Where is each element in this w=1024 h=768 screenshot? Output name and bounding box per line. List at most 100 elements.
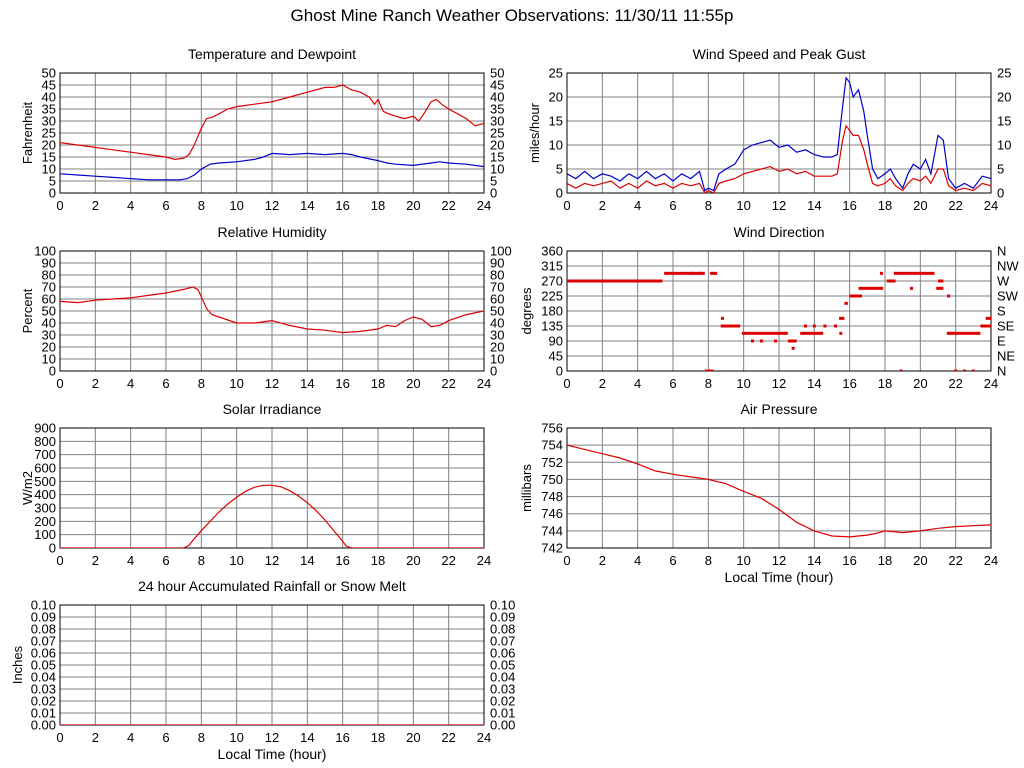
humidity-x-tick-label: 22 <box>441 376 455 391</box>
wind_direction-point <box>690 271 694 275</box>
wind_direction-y-tick-label: 270 <box>541 274 563 289</box>
pressure-x-axis-label: Local Time (hour) <box>725 569 834 585</box>
pressure-title: Air Pressure <box>740 401 817 417</box>
temperature-y-tick-label: 45 <box>42 78 56 93</box>
wind_direction-right-y-tick-label: N <box>997 244 1006 259</box>
pressure-x-tick-label: 0 <box>563 553 570 568</box>
temperature-y-tick-label: 30 <box>42 114 56 129</box>
wind_speed-data <box>567 76 991 193</box>
solar-y-tick-label: 200 <box>34 514 56 529</box>
wind_direction-x-tick-label: 22 <box>948 376 962 391</box>
wind_speed-y-tick-label: 5 <box>556 162 563 177</box>
wind_direction-x-tick-label: 10 <box>736 376 750 391</box>
wind_direction-point <box>910 286 913 290</box>
wind_direction-segment <box>839 316 845 320</box>
wind_direction-y-tick-label: 225 <box>541 289 563 304</box>
humidity-y-tick-label: 80 <box>42 268 56 283</box>
wind_speed-y-axis-label: miles/hour <box>527 102 542 163</box>
wind_direction-point <box>720 316 724 320</box>
solar-x-tick-label: 8 <box>198 553 205 568</box>
rainfall-y-tick-label: 0.02 <box>31 694 56 709</box>
temperature-y-tick-label: 5 <box>49 174 56 189</box>
temperature-y-tick-label: 20 <box>42 138 56 153</box>
pressure-x-tick-label: 2 <box>599 553 606 568</box>
rainfall-y-tick-label: 0.05 <box>31 658 56 673</box>
solar-x-tick-label: 16 <box>335 553 349 568</box>
pressure-frame <box>566 427 992 549</box>
rainfall-title: 24 hour Accumulated Rainfall or Snow Mel… <box>138 578 406 594</box>
temperature-y-tick-label: 35 <box>42 102 56 117</box>
pressure-data <box>567 444 991 538</box>
wind_direction-point <box>834 324 838 328</box>
wind_speed-x-tick-label: 10 <box>736 198 750 213</box>
pressure-y-tick-label: 750 <box>541 472 563 487</box>
temperature-x-tick-label: 12 <box>265 198 279 213</box>
page-title: Ghost Mine Ranch Weather Observations: 1… <box>290 6 734 25</box>
rainfall-right-y-tick-label: 0.06 <box>490 646 515 661</box>
humidity-y-tick-label: 70 <box>42 280 56 295</box>
humidity-y-tick-label: 0 <box>49 364 56 379</box>
humidity-x-tick-label: 10 <box>229 376 243 391</box>
solar-x-tick-label: 24 <box>477 553 491 568</box>
humidity-x-tick-label: 2 <box>92 376 99 391</box>
temperature-right-y-tick-label: 20 <box>490 138 504 153</box>
pressure-x-tick-label: 6 <box>669 553 676 568</box>
temperature-y-axis-label: Fahrenheit <box>20 102 35 165</box>
wind_direction-segment <box>938 279 944 283</box>
pressure-x-tick-label: 12 <box>772 553 786 568</box>
pressure-x-tick-label: 8 <box>705 553 712 568</box>
wind_direction-segment <box>980 324 991 328</box>
wind_direction-segment <box>858 286 868 290</box>
pressure-x-tick-label: 24 <box>984 553 998 568</box>
wind_direction-right-y-tick-label: S <box>997 304 1006 319</box>
rainfall-x-tick-label: 10 <box>229 730 243 745</box>
wind_direction-y-tick-label: 360 <box>541 244 563 259</box>
pressure-x-tick-label: 10 <box>736 553 750 568</box>
humidity-right-y-tick-label: 60 <box>490 292 504 307</box>
temperature-series-1-line <box>60 152 484 181</box>
wind_speed-x-tick-label: 16 <box>842 198 856 213</box>
rainfall-x-tick-label: 6 <box>162 730 169 745</box>
wind_direction-point <box>839 331 843 335</box>
wind_direction-segment <box>844 301 848 305</box>
humidity-x-tick-label: 24 <box>477 376 491 391</box>
rainfall-y-tick-label: 0.06 <box>31 646 56 661</box>
rainfall-y-tick-label: 0.03 <box>31 682 56 697</box>
temperature-series-0-line <box>60 84 484 161</box>
temperature-right-y-tick-label: 35 <box>490 102 504 117</box>
solar-y-tick-label: 0 <box>49 541 56 556</box>
humidity-right-y-tick-label: 10 <box>490 352 504 367</box>
humidity-right-y-tick-label: 90 <box>490 256 504 271</box>
rainfall-right-y-tick-label: 0.05 <box>490 658 515 673</box>
rainfall-x-tick-label: 8 <box>198 730 205 745</box>
solar-y-tick-label: 800 <box>34 434 56 449</box>
rainfall-x-tick-label: 18 <box>371 730 385 745</box>
wind_direction-right-y-tick-label: SW <box>997 289 1019 304</box>
humidity-data <box>60 286 484 334</box>
wind_direction-right-y-tick-label: E <box>997 334 1006 349</box>
solar-x-tick-label: 22 <box>441 553 455 568</box>
temperature-x-tick-label: 10 <box>229 198 243 213</box>
wind_direction-point <box>963 369 966 371</box>
solar-x-tick-label: 6 <box>162 553 169 568</box>
wind_speed-x-tick-label: 8 <box>705 198 712 213</box>
wind_speed-x-tick-label: 6 <box>669 198 676 213</box>
humidity-y-tick-label: 30 <box>42 328 56 343</box>
solar-y-axis-label: W/m2 <box>20 471 35 505</box>
wind_direction-right-y-tick-label: W <box>997 274 1010 289</box>
wind_direction-y-tick-label: 45 <box>549 349 563 364</box>
temperature-y-tick-label: 40 <box>42 90 56 105</box>
temperature-x-tick-label: 0 <box>56 198 63 213</box>
rainfall-x-tick-label: 16 <box>335 730 349 745</box>
wind_direction-point <box>879 271 883 275</box>
pressure-x-tick-label: 20 <box>913 553 927 568</box>
solar-y-tick-label: 600 <box>34 461 56 476</box>
rainfall-right-y-tick-label: 0.10 <box>490 598 515 613</box>
temperature-right-y-tick-label: 0 <box>490 186 497 201</box>
humidity-y-tick-label: 60 <box>42 292 56 307</box>
rainfall-x-tick-label: 4 <box>127 730 134 745</box>
wind_direction-point <box>954 369 958 371</box>
